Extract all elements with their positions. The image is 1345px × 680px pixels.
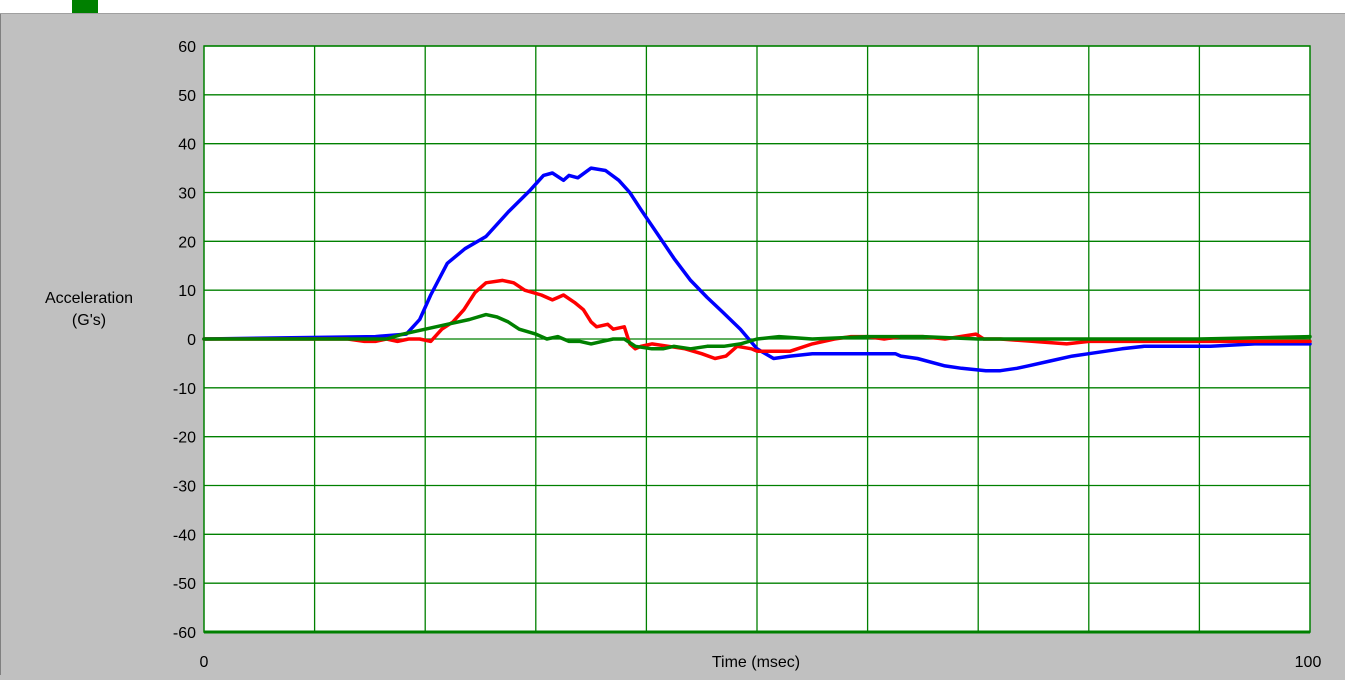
y-tick-label: 60: [178, 39, 196, 56]
y-tick-label: -40: [173, 527, 196, 544]
y-tick-label: 30: [178, 186, 196, 203]
y-tick-label: -30: [173, 479, 196, 496]
window-top-strip: [0, 0, 1345, 14]
y-tick-label: 10: [178, 283, 196, 300]
y-tick-label: -50: [173, 576, 196, 593]
y-tick-label: -60: [173, 625, 196, 642]
series-line-1: [202, 166, 1312, 373]
x-tick-label: 100: [1295, 654, 1322, 671]
y-tick-label: 0: [187, 332, 196, 349]
y-tick-label: 20: [178, 234, 196, 251]
y-axis-label: (G's): [72, 312, 106, 329]
y-axis-label: Acceleration: [45, 290, 133, 307]
status-indicator: [72, 0, 98, 13]
series-line-3: [202, 312, 1312, 351]
chart-frame: 60 50 40 30 20 10 0 -10 -20 -30 -40 -50 -60 0 100 Time …: [0, 14, 1345, 675]
x-tick-label: 0: [200, 654, 209, 671]
y-tick-label: 40: [178, 137, 196, 154]
y-tick-label: -10: [173, 381, 196, 398]
y-tick-label: 50: [178, 88, 196, 105]
y-tick-label: -20: [173, 430, 196, 447]
data-series: [202, 166, 1312, 373]
x-axis-label: Time (msec): [712, 654, 800, 671]
